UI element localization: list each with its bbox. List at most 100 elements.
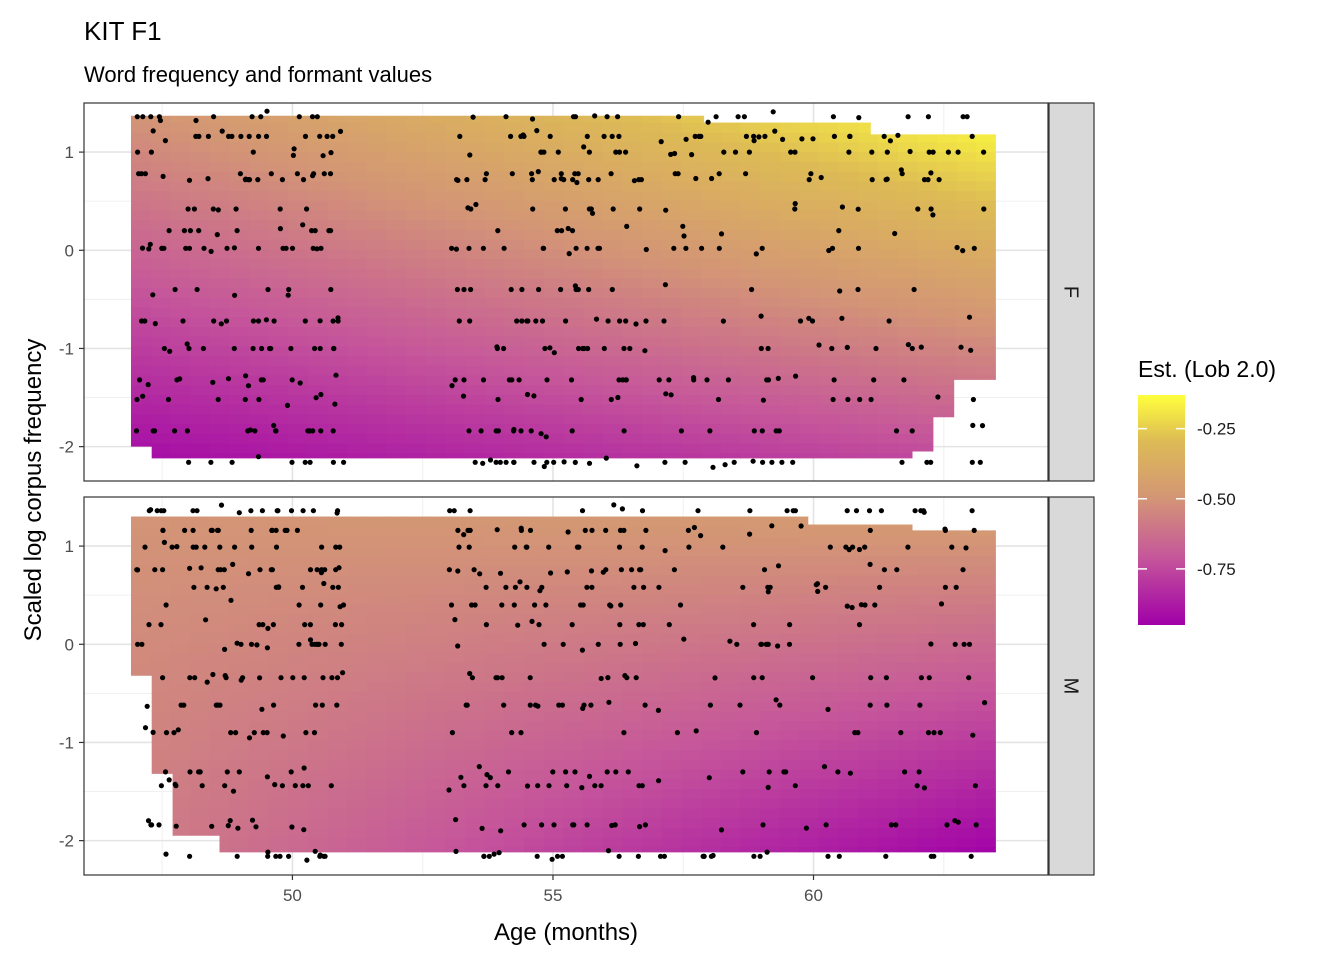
heatmap-cell	[740, 613, 761, 624]
heatmap-cell	[583, 336, 604, 347]
heatmap-cell	[897, 584, 918, 595]
heatmap-cell	[130, 433, 152, 444]
heatmap-cell	[622, 122, 643, 133]
heatmap-cell	[563, 720, 584, 731]
heatmap-cell	[779, 132, 800, 143]
heatmap-cell	[209, 248, 230, 259]
heatmap-cell	[327, 122, 348, 133]
heatmap-cell	[799, 209, 820, 221]
data-point	[265, 286, 271, 293]
data-point	[573, 286, 579, 293]
heatmap-cell	[936, 545, 958, 556]
heatmap-cell	[760, 807, 781, 819]
heatmap-cell	[602, 671, 623, 683]
heatmap-cell	[504, 326, 525, 337]
heatmap-cell	[877, 268, 899, 279]
heatmap-cell	[877, 759, 899, 770]
heatmap-cell	[288, 662, 309, 673]
heatmap-cell	[602, 535, 623, 547]
heatmap-cell	[642, 433, 663, 444]
data-point	[245, 571, 252, 577]
data-point	[559, 702, 566, 708]
heatmap-cell	[622, 846, 643, 853]
facet-strip-label: F	[1060, 286, 1082, 298]
heatmap-cell	[740, 798, 761, 809]
data-point	[627, 345, 633, 352]
heatmap-cell	[543, 807, 564, 819]
heatmap-cell	[484, 778, 506, 789]
heatmap-cell	[268, 565, 289, 576]
heatmap-cell	[799, 190, 820, 201]
data-point	[570, 177, 576, 183]
heatmap-cell	[268, 180, 289, 192]
heatmap-cell	[229, 287, 250, 298]
heatmap-cell	[720, 307, 741, 318]
heatmap-cell	[877, 739, 899, 751]
data-point	[566, 251, 572, 257]
heatmap-cell	[425, 749, 447, 760]
heatmap-cell	[661, 565, 682, 576]
heatmap-cell	[799, 749, 820, 760]
data-point	[873, 345, 879, 352]
heatmap-cell	[583, 452, 604, 459]
heatmap-cell	[602, 555, 623, 566]
heatmap-cell	[976, 633, 996, 644]
heatmap-cell	[248, 516, 270, 527]
data-point	[643, 246, 649, 253]
data-point	[232, 292, 238, 298]
heatmap-cell	[760, 778, 781, 789]
heatmap-cell	[701, 846, 722, 853]
heatmap-cell	[661, 122, 682, 133]
heatmap-cell	[445, 798, 466, 809]
heatmap-cell	[288, 277, 309, 289]
data-point	[289, 245, 296, 251]
heatmap-cell	[425, 584, 447, 595]
heatmap-cell	[189, 297, 211, 308]
heatmap-cell	[465, 307, 486, 318]
heatmap-cell	[288, 817, 309, 828]
heatmap-cell	[740, 394, 761, 405]
heatmap-cell	[189, 778, 211, 789]
heatmap-cell	[484, 603, 506, 615]
heatmap-cell	[563, 681, 584, 692]
heatmap-cell	[642, 671, 663, 683]
heatmap-cell	[543, 633, 564, 644]
heatmap-cell	[524, 836, 545, 848]
heatmap-cell	[189, 662, 211, 673]
heatmap-cell	[307, 769, 329, 780]
heatmap-cell	[248, 277, 270, 289]
heatmap-cell	[229, 404, 250, 415]
heatmap-cell	[484, 277, 506, 289]
heatmap-cell	[524, 769, 545, 780]
heatmap-cell	[819, 345, 840, 357]
heatmap-cell	[858, 277, 879, 289]
data-point	[317, 318, 323, 324]
data-point	[223, 318, 230, 324]
heatmap-cell	[661, 759, 682, 770]
heatmap-cell	[209, 161, 230, 172]
heatmap-cell	[307, 375, 329, 386]
heatmap-cell	[897, 710, 918, 721]
heatmap-cell	[484, 769, 506, 780]
heatmap-cell	[701, 268, 722, 279]
heatmap-cell	[976, 691, 996, 702]
heatmap-cell	[602, 739, 623, 751]
heatmap-cell	[484, 452, 506, 459]
heatmap-cell	[622, 326, 643, 337]
heatmap-cell	[170, 171, 191, 182]
heatmap-cell	[858, 594, 879, 605]
data-point	[501, 345, 507, 352]
data-point	[924, 459, 930, 465]
heatmap-cell	[484, 248, 506, 259]
heatmap-cell	[130, 526, 152, 537]
heatmap-cell	[268, 326, 289, 337]
heatmap-cell	[661, 836, 682, 848]
heatmap-cell	[838, 535, 859, 547]
data-point	[700, 853, 706, 859]
heatmap-cell	[189, 316, 211, 327]
heatmap-cell	[248, 681, 270, 692]
heatmap-cell	[622, 603, 643, 615]
heatmap-cell	[838, 846, 859, 853]
heatmap-cell	[897, 613, 918, 624]
data-point	[222, 783, 228, 789]
